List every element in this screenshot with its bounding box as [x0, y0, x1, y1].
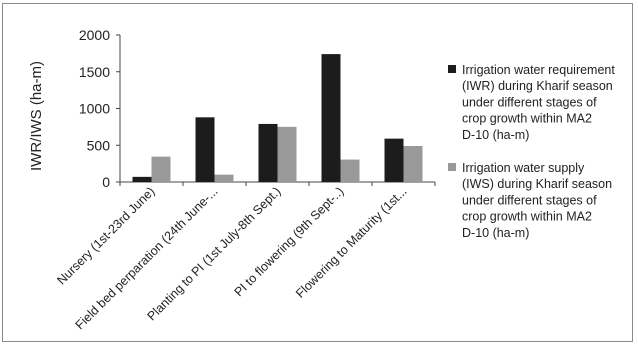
bar-iws: [340, 159, 360, 182]
bar-iwr: [321, 54, 341, 182]
bar-iwr: [195, 117, 215, 182]
legend-label-iwr: (IWR) during Kharif season: [462, 79, 613, 93]
legend-swatch-iws: [448, 163, 456, 171]
legend-swatch-iwr: [448, 65, 456, 73]
y-tick-label: 1000: [79, 101, 110, 117]
x-category-label: PI to flowering (9th Sept-..): [232, 184, 347, 299]
legend-label-iws: under different stages of: [462, 193, 597, 207]
bar-iws: [277, 126, 297, 182]
x-category-label: Planting to PI (1st July-8th Sept.): [145, 184, 284, 323]
y-tick-label: 1500: [79, 64, 110, 80]
y-tick-label: 2000: [79, 27, 110, 43]
y-tick-label: 500: [87, 137, 111, 153]
legend-label-iwr: D-10 (ha-m): [462, 128, 529, 142]
legend-label-iws: Irrigation water supply: [462, 161, 585, 175]
legend: Irrigation water requirement (IWR) during…: [448, 63, 615, 240]
legend-label-iws: D-10 (ha-m): [462, 226, 529, 240]
legend-label-iws: crop growth within MA2: [462, 210, 592, 224]
legend-label-iwr: crop growth within MA2: [462, 112, 592, 126]
bar-iwr: [258, 123, 278, 182]
legend-label-iws: (IWS) during Kharif season: [462, 177, 612, 191]
bar-iwr: [132, 176, 152, 182]
bar-iws: [151, 156, 171, 182]
y-axis-title: IWR/IWS (ha-m): [28, 61, 45, 171]
y-tick-label: 0: [102, 174, 110, 190]
bar-iws: [403, 145, 423, 182]
legend-label-iwr: Irrigation water requirement: [462, 63, 615, 77]
bar-iwr: [384, 138, 404, 182]
bar-iws: [214, 174, 234, 182]
chart-frame: IWR/IWS (ha-m) 0 500 1000 1500 2000 Nursery (…: [2, 3, 633, 342]
x-category-label: Flowering to Maturity (1st...: [293, 184, 409, 300]
legend-label-iwr: under different stages of: [462, 95, 597, 109]
